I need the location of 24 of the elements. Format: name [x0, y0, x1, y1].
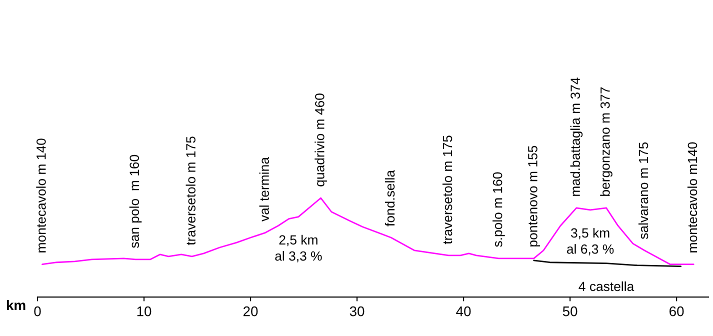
annotation: montecavolo m140 [687, 142, 698, 252]
x-tick-label: 30 [350, 306, 364, 316]
x-tick-label: 40 [456, 306, 471, 316]
annotation: traversetolo m 175 [186, 136, 196, 246]
x-tick-label: 20 [243, 306, 258, 316]
annotation: san polo m 160 [129, 154, 142, 248]
annotation: 4 castella [578, 281, 634, 292]
annotation: 3,5 km al 6,3 % [567, 228, 614, 256]
annotation: traversetolo m 175 [442, 136, 452, 244]
annotation: quadrivio m 460 [314, 94, 327, 186]
x-tick-label: 0 [34, 306, 41, 316]
x-tick-label: 50 [562, 306, 578, 316]
annotation: salvarano m 175 [638, 142, 648, 240]
annotation: val termina [259, 157, 269, 222]
annotation: pontenovo m 155 [528, 146, 540, 246]
annotation: 2,5 km al 3,3 % [275, 234, 322, 262]
annotation: montecavolo m 140 [36, 138, 46, 252]
x-tick-label: 60 [670, 306, 684, 316]
annotation: bergonzano m 377 [600, 87, 612, 196]
x-axis-title: km [6, 300, 26, 310]
annotation: s.polo m 160 [492, 172, 505, 247]
annotation: mad.battaglia m 374 [570, 78, 583, 196]
annotation: fond.sella [384, 170, 395, 226]
x-tick-label: 10 [137, 306, 152, 316]
